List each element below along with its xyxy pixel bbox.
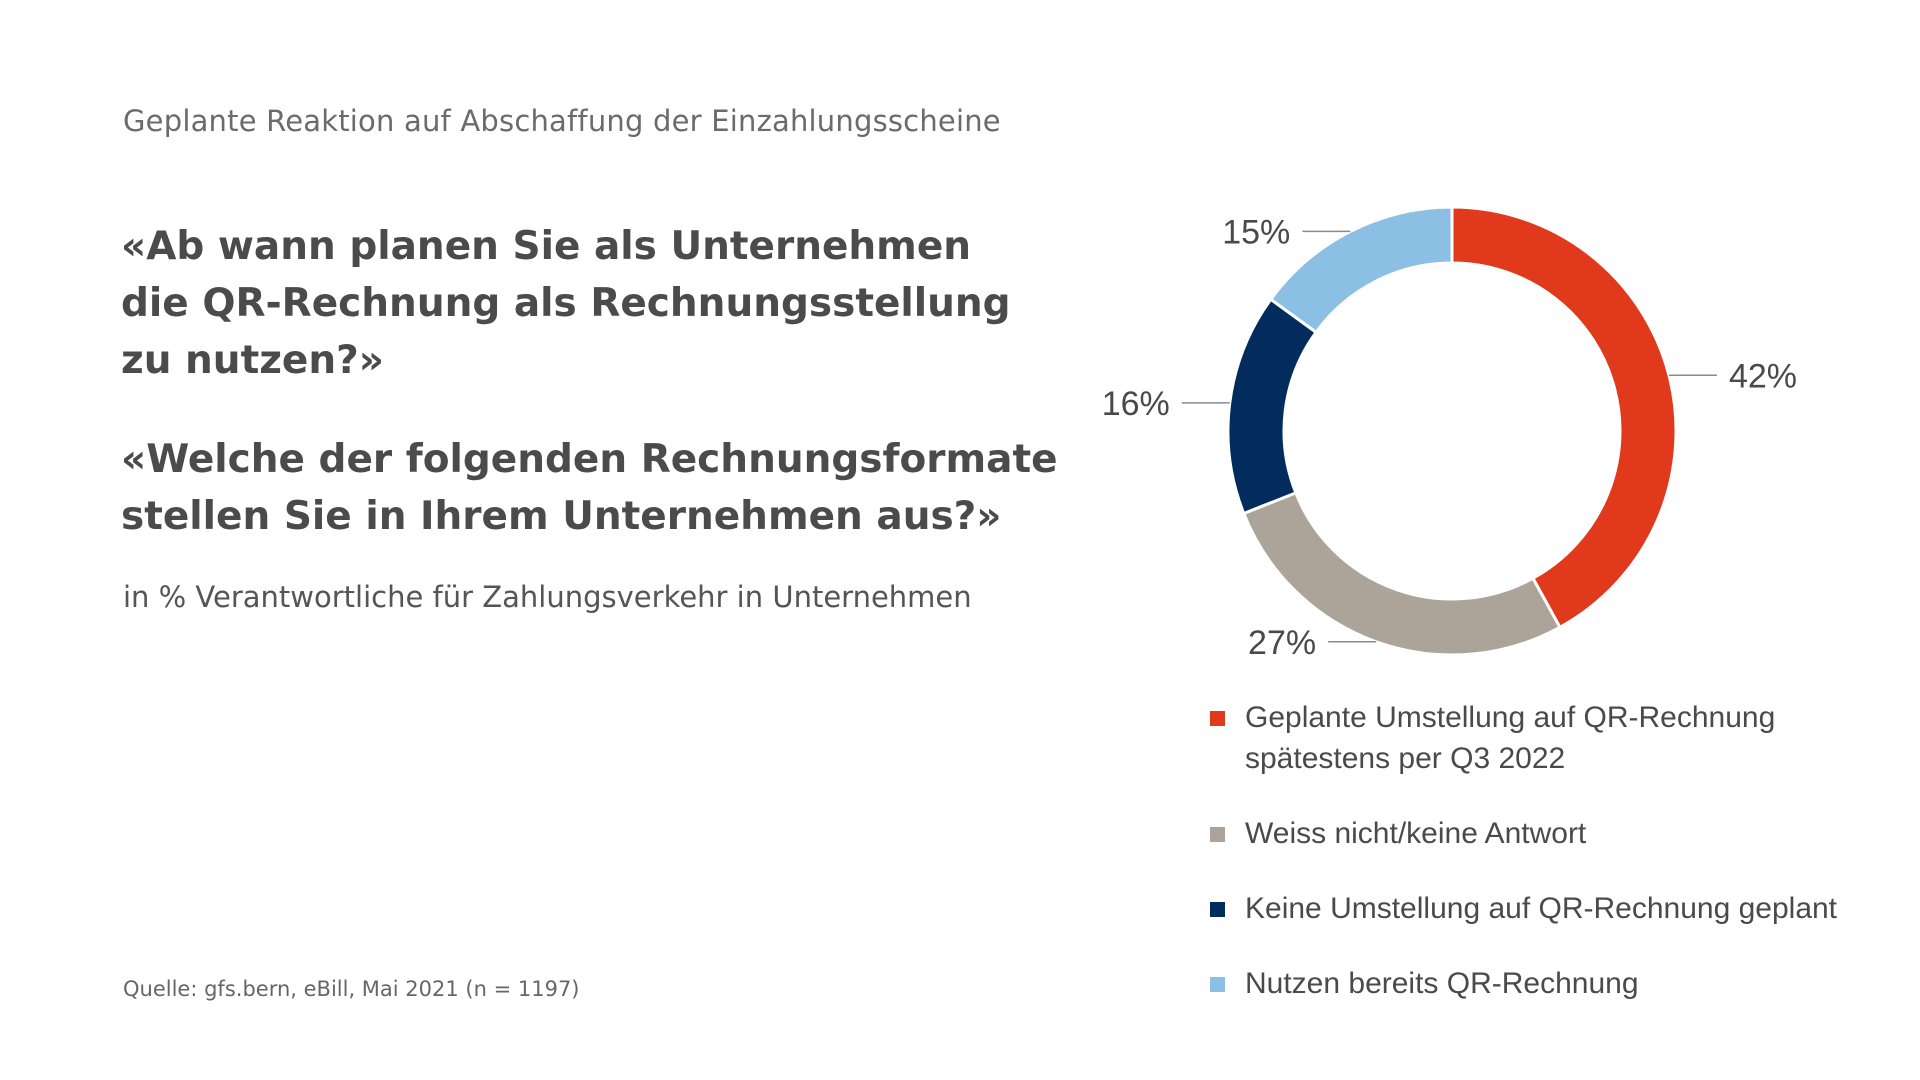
slice-value-label: 16%	[1102, 385, 1170, 423]
legend-label: Weiss nicht/keine Antwort	[1245, 813, 1900, 854]
question-line: «Welche der folgenden Rechnungsformate	[121, 437, 1058, 482]
survey-question-invoice-formats: «Welche der folgenden Rechnungsformate s…	[121, 431, 1081, 545]
legend-item-no-switch: Keine Umstellung auf QR-Rechnung geplant	[1210, 888, 1900, 929]
legend-label-line: Geplante Umstellung auf QR-Rechnung	[1245, 701, 1776, 734]
question-line: die QR-Rechnung als Rechnungsstellung	[121, 281, 1011, 326]
survey-question-start-date: «Ab wann planen Sie als Unternehmen die …	[121, 218, 1081, 389]
unit-note: in % Verantwortliche für Zahlungsverkehr…	[123, 580, 972, 614]
chart-subtitle: Geplante Reaktion auf Abschaffung der Ei…	[123, 104, 1001, 138]
question-line: zu nutzen?»	[121, 338, 384, 383]
slice-value-label: 15%	[1222, 213, 1290, 251]
legend-label-line: Keine Umstellung auf QR-Rechnung geplant	[1245, 892, 1838, 925]
legend-label: Geplante Umstellung auf QR-Rechnung spät…	[1245, 697, 1900, 779]
legend-label-line: spätestens per Q3 2022	[1245, 742, 1566, 775]
donut-slices	[1226, 205, 1678, 657]
slice-value-label: 42%	[1729, 357, 1797, 395]
source-note: Quelle: gfs.bern, eBill, Mai 2021 (n = 1…	[123, 977, 580, 1001]
chart-legend: Geplante Umstellung auf QR-Rechnung spät…	[1210, 697, 1900, 1038]
slice-no-switch	[1226, 297, 1319, 516]
legend-label: Nutzen bereits QR-Rechnung	[1245, 963, 1900, 1004]
legend-swatch	[1210, 711, 1225, 726]
legend-item-planned-switch: Geplante Umstellung auf QR-Rechnung spät…	[1210, 697, 1900, 779]
legend-label-line: Weiss nicht/keine Antwort	[1245, 817, 1587, 850]
question-line: stellen Sie in Ihrem Unternehmen aus?»	[121, 494, 1002, 539]
legend-swatch	[1210, 827, 1225, 842]
slice-value-label: 27%	[1248, 624, 1316, 662]
legend-item-dont-know: Weiss nicht/keine Antwort	[1210, 813, 1900, 854]
donut-value-labels: 42% 27% 16% 15%	[1102, 213, 1797, 661]
legend-label-line: Nutzen bereits QR-Rechnung	[1245, 967, 1639, 1000]
slice-planned-switch	[1450, 205, 1678, 630]
question-line: «Ab wann planen Sie als Unternehmen	[121, 224, 972, 269]
legend-swatch	[1210, 902, 1225, 917]
legend-label: Keine Umstellung auf QR-Rechnung geplant	[1245, 888, 1900, 929]
legend-item-already-using: Nutzen bereits QR-Rechnung	[1210, 963, 1900, 1004]
slice-already-using	[1268, 205, 1454, 335]
legend-swatch	[1210, 977, 1225, 992]
